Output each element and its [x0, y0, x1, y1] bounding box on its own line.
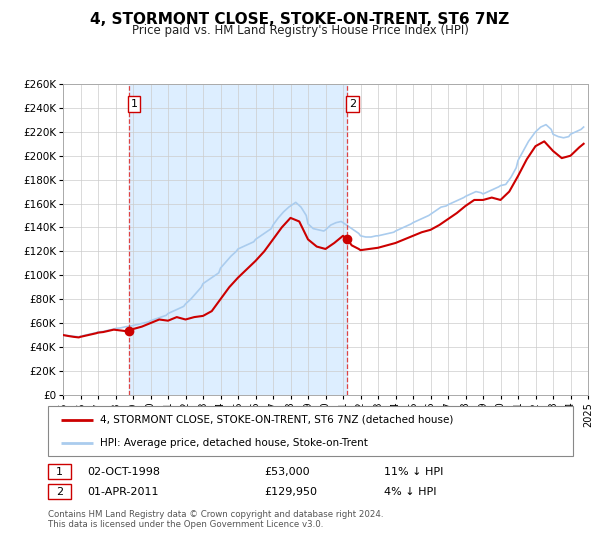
Text: 4% ↓ HPI: 4% ↓ HPI [384, 487, 437, 497]
Text: 4, STORMONT CLOSE, STOKE-ON-TRENT, ST6 7NZ: 4, STORMONT CLOSE, STOKE-ON-TRENT, ST6 7… [91, 12, 509, 27]
FancyBboxPatch shape [48, 406, 573, 456]
Text: HPI: Average price, detached house, Stoke-on-Trent: HPI: Average price, detached house, Stok… [101, 438, 368, 448]
Text: 2: 2 [56, 487, 63, 497]
Bar [128, 84, 347, 395]
Text: Contains HM Land Registry data © Crown copyright and database right 2024.
This d: Contains HM Land Registry data © Crown c… [48, 510, 383, 529]
Text: 11% ↓ HPI: 11% ↓ HPI [384, 466, 443, 477]
Text: 1: 1 [56, 466, 63, 477]
Text: £129,950: £129,950 [264, 487, 317, 497]
Text: 1: 1 [130, 99, 137, 109]
Text: £53,000: £53,000 [264, 466, 310, 477]
Text: Price paid vs. HM Land Registry's House Price Index (HPI): Price paid vs. HM Land Registry's House … [131, 24, 469, 37]
Text: 02-OCT-1998: 02-OCT-1998 [87, 466, 160, 477]
Text: 4, STORMONT CLOSE, STOKE-ON-TRENT, ST6 7NZ (detached house): 4, STORMONT CLOSE, STOKE-ON-TRENT, ST6 7… [101, 414, 454, 424]
Text: 01-APR-2011: 01-APR-2011 [87, 487, 158, 497]
Text: 2: 2 [349, 99, 356, 109]
